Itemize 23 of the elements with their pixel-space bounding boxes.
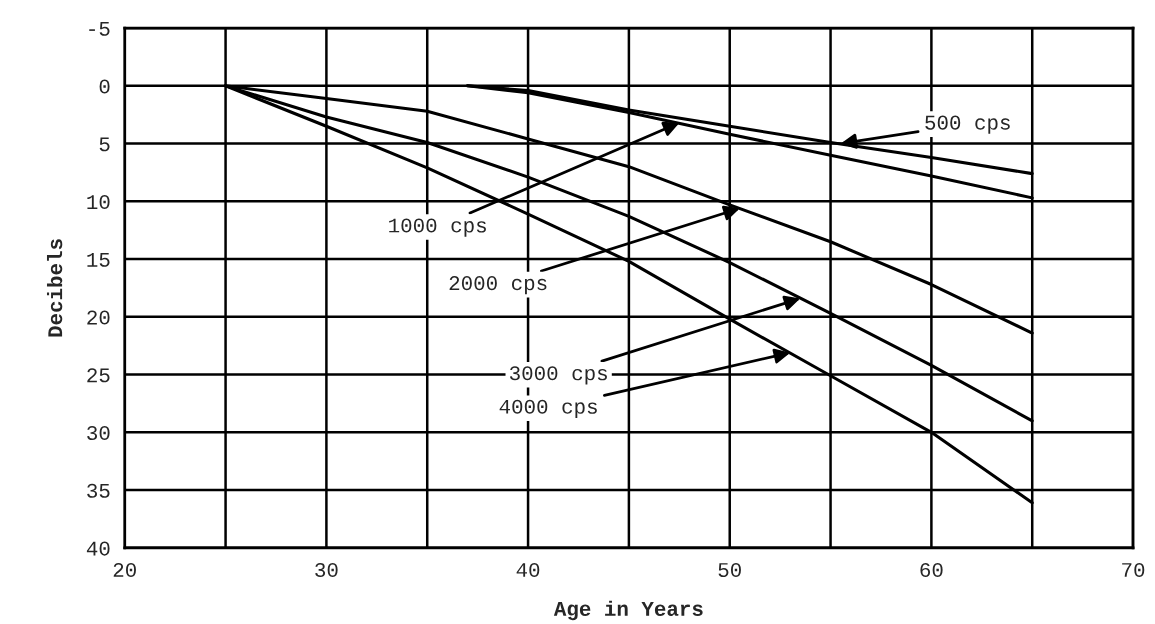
annotation: 1000 cps [389, 218, 486, 237]
x-tick-label: 60 [920, 562, 943, 578]
y-tick-label: 35 [87, 483, 110, 498]
annotation: 4000 cps [499, 399, 597, 418]
annotation: 500 cps [925, 115, 1010, 134]
y-tick-label: 10 [87, 194, 110, 210]
y-axis-title: Decibels [46, 239, 63, 337]
y-tick-label: 0 [99, 79, 110, 94]
annotation: 3000 cps [509, 366, 607, 385]
y-tick-label: 15 [87, 252, 110, 267]
y-tick-label: -5 [89, 21, 110, 36]
y-tick-label: 40 [86, 541, 110, 556]
x-tick-label: 70 [1122, 562, 1145, 578]
x-tick-label: 30 [315, 562, 338, 578]
x-tick-label: 20 [113, 562, 136, 578]
x-tick-label: 40 [516, 562, 540, 578]
y-tick-label: 20 [87, 310, 110, 325]
y-tick-label: 5 [99, 137, 110, 152]
x-axis-title: Age in Years [553, 600, 703, 621]
y-tick-label: 30 [87, 425, 110, 441]
annotation: 2000 cps [449, 276, 547, 295]
x-tick-label: 50 [718, 562, 741, 578]
y-tick-label: 25 [87, 368, 110, 383]
